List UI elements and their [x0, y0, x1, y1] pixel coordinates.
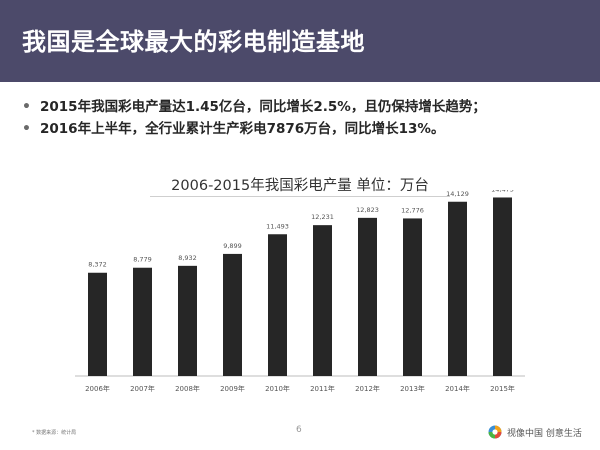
bar-chart: 8,372 2006年 8,779 2007年 8,932 2008年 9,899 2009年…	[75, 190, 525, 393]
bar-2009年	[223, 253, 242, 376]
brand-slogan: 视像中国 创意生活	[507, 428, 582, 439]
bar-2006年	[88, 272, 107, 376]
source-note: * 数据来源：统计局	[32, 430, 77, 436]
bullet-text: 2016年上半年，全行业累计生产彩电7876万台，同比增长13%。	[40, 121, 445, 137]
bullet-marker: •	[22, 99, 31, 115]
bar-2010年	[268, 234, 287, 376]
bar-2012年	[358, 217, 377, 376]
data-label: 14,475	[491, 190, 514, 193]
data-label: 9,899	[223, 242, 242, 250]
bullet-item: • 2016年上半年，全行业累计生产彩电7876万台，同比增长13%。	[22, 118, 592, 140]
bullet-text: 2015年我国彩电产量达1.45亿台，同比增长2.5%，且仍保持增长趋势；	[40, 99, 486, 115]
bullet-list: • 2015年我国彩电产量达1.45亿台，同比增长2.5%，且仍保持增长趋势； …	[22, 96, 592, 140]
brand: 视像中国 创意生活	[488, 425, 582, 439]
bar-2013年	[403, 218, 422, 376]
bullet-marker: •	[22, 121, 31, 137]
data-label: 12,823	[356, 206, 379, 214]
x-tick-label: 2007年	[130, 384, 155, 393]
data-label: 8,932	[178, 254, 197, 262]
data-label: 11,493	[266, 222, 289, 230]
x-tick-label: 2011年	[310, 384, 335, 393]
x-tick-label: 2010年	[265, 384, 290, 393]
data-label: 14,129	[446, 190, 469, 198]
data-label: 12,776	[401, 206, 424, 214]
data-label: 12,231	[311, 213, 334, 221]
bar-2011年	[313, 225, 332, 376]
x-tick-label: 2015年	[490, 384, 515, 393]
x-tick-label: 2008年	[175, 384, 200, 393]
bar-2007年	[133, 267, 152, 376]
x-tick-label: 2012年	[355, 384, 380, 393]
page-title: 我国是全球最大的彩电制造基地	[22, 28, 365, 56]
x-tick-label: 2009年	[220, 384, 245, 393]
chart-title: 2006-2015年我国彩电产量 单位：万台	[171, 178, 429, 194]
chart-title-underline	[150, 196, 450, 197]
title-bar: 我国是全球最大的彩电制造基地	[0, 0, 600, 82]
data-label: 8,779	[133, 256, 152, 264]
bar-2015年	[493, 197, 512, 376]
brand-logo-icon	[488, 425, 502, 439]
x-tick-label: 2013年	[400, 384, 425, 393]
bar-2014年	[448, 201, 467, 376]
x-tick-label: 2006年	[85, 384, 110, 393]
page-number: 6	[296, 425, 302, 435]
bullet-item: • 2015年我国彩电产量达1.45亿台，同比增长2.5%，且仍保持增长趋势；	[22, 96, 592, 118]
bar-2008年	[178, 265, 197, 376]
x-tick-label: 2014年	[445, 384, 470, 393]
data-label: 8,372	[88, 261, 107, 269]
